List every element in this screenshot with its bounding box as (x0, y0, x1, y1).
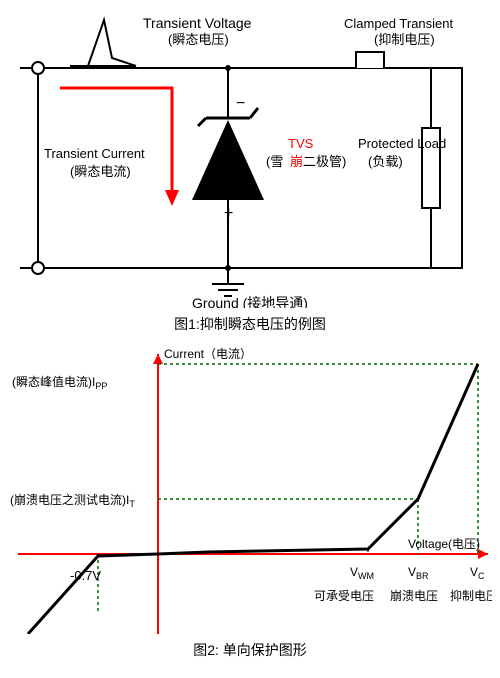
tvs-zh-pre: (雪 (266, 154, 283, 169)
vbr-label: VBR (408, 565, 429, 581)
tvs-plus: + (224, 205, 233, 222)
transient-current-zh: (瞬态电流) (70, 164, 131, 179)
tvs-zh-post: 二极管) (303, 154, 346, 169)
tvs-zh-red: 崩 (290, 154, 303, 169)
it-label: (崩溃电压之测试电流)IT (10, 492, 135, 509)
transient-voltage-glyph (70, 20, 136, 66)
input-terminal-bottom (32, 262, 44, 274)
clamped-transient-glyph (340, 48, 402, 68)
tvs-name: TVS (288, 136, 314, 151)
y-axis-label: Current（电流） (164, 347, 252, 361)
vwm-zh: 可承受电压 (314, 589, 374, 603)
vbr-zh: 崩溃电压 (390, 589, 438, 603)
input-terminal-top (32, 62, 44, 74)
figure-2-caption: 图2: 单向保护图形 (8, 640, 492, 660)
circuit-svg: Transient Voltage (瞬态电压) Clamped Transie… (8, 8, 492, 308)
transient-voltage-label-en: Transient Voltage (143, 15, 252, 31)
ipp-label: (瞬态峰值电流)IPP (12, 374, 107, 391)
tvs-diode-icon (192, 120, 264, 200)
iv-curve-svg: Current（电流） Voltage(电压) (瞬态峰值电流)IPP (崩溃电… (8, 344, 492, 634)
ground-label: Ground (接地导通) (192, 295, 308, 308)
x-axis-label: Voltage(电压) (408, 537, 480, 551)
neg07-label: -0.7V (70, 568, 101, 583)
tvs-minus: − (236, 95, 245, 112)
vwm-label: VWM (350, 565, 374, 581)
transient-voltage-label-zh: (瞬态电压) (168, 32, 229, 47)
vc-label: VC (470, 565, 485, 581)
figure-1-circuit: Transient Voltage (瞬态电压) Clamped Transie… (8, 8, 492, 308)
vc-zh: 抑制电压 (450, 588, 492, 603)
figure-2-iv-curve: Current（电流） Voltage(电压) (瞬态峰值电流)IPP (崩溃电… (8, 344, 492, 634)
transient-current-en: Transient Current (44, 146, 145, 161)
figure-1-caption: 图1:抑制瞬态电压的例图 (8, 314, 492, 334)
ground-icon (212, 268, 244, 296)
protected-load-zh: (负载) (368, 154, 403, 169)
clamped-transient-label-en: Clamped Transient (344, 16, 453, 31)
protected-load-en: Protected Load (358, 136, 446, 151)
clamped-transient-label-zh: (抑制电压) (374, 32, 435, 47)
